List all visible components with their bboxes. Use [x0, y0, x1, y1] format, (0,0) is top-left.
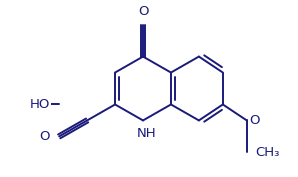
Text: CH₃: CH₃ [255, 146, 279, 159]
Text: NH: NH [137, 127, 157, 141]
Text: HO: HO [30, 98, 50, 111]
Text: O: O [138, 5, 148, 18]
Text: O: O [40, 130, 50, 143]
Text: O: O [249, 114, 259, 127]
